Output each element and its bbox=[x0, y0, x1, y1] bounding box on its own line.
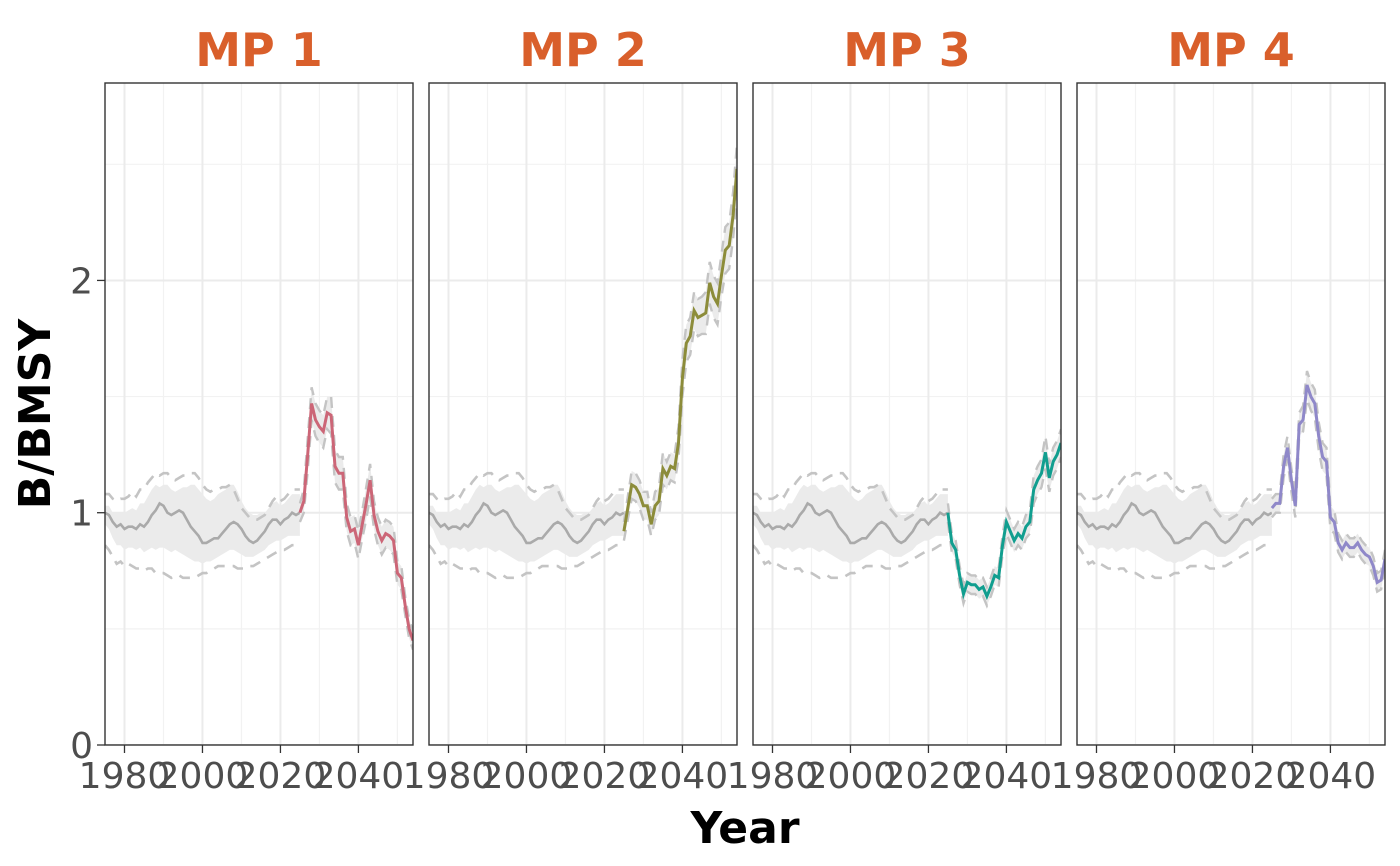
x-tick-label: 2040 bbox=[961, 756, 1053, 797]
historical-upper-bound bbox=[753, 471, 948, 521]
x-tick-label: 2020 bbox=[883, 756, 975, 797]
panel-title: MP 2 bbox=[519, 23, 647, 77]
historical-band bbox=[105, 484, 300, 564]
y-tick-label: 2 bbox=[70, 261, 93, 302]
x-tick-label: 1980 bbox=[727, 756, 819, 797]
panel-border bbox=[104, 82, 414, 746]
panel-background bbox=[105, 83, 413, 745]
projection-lower-bound bbox=[298, 419, 413, 651]
historical-lower-bound bbox=[753, 543, 948, 580]
historical-upper-bound bbox=[1077, 471, 1272, 521]
historical-median-line bbox=[753, 501, 949, 545]
historical-lower-bound bbox=[105, 543, 300, 580]
historical-lower-bound bbox=[429, 543, 624, 580]
x-tick-label: 2040 bbox=[637, 756, 729, 797]
historical-upper-bound bbox=[429, 471, 624, 521]
x-axis-title: Year bbox=[689, 803, 799, 854]
plot-area bbox=[429, 83, 737, 745]
panel-background bbox=[753, 83, 1061, 745]
x-tick-label: 1980 bbox=[1051, 756, 1143, 797]
panel-title: MP 1 bbox=[195, 23, 323, 77]
y-axis-title: B/BMSY bbox=[10, 318, 61, 510]
panel-border bbox=[428, 82, 738, 746]
plot-area bbox=[105, 83, 413, 745]
projection-upper-bound bbox=[946, 428, 1061, 591]
x-tick-label: 2020 bbox=[559, 756, 651, 797]
historical-median-line bbox=[429, 501, 625, 545]
plot-area bbox=[753, 83, 1061, 745]
x-tick-label: 1980 bbox=[403, 756, 495, 797]
projection-median-line bbox=[1270, 384, 1385, 585]
y-tick-label: 1 bbox=[70, 494, 93, 535]
projection-upper-bound bbox=[298, 387, 413, 632]
projection-median-line bbox=[946, 442, 1061, 601]
panel-title: MP 3 bbox=[843, 23, 971, 77]
historical-band bbox=[1077, 484, 1272, 564]
projection-median-line bbox=[622, 168, 737, 532]
panel-background bbox=[429, 83, 737, 745]
plot-area bbox=[1077, 83, 1385, 745]
projection-lower-bound bbox=[946, 456, 1061, 609]
x-tick-label: 1980 bbox=[79, 756, 171, 797]
panel-background bbox=[1077, 83, 1385, 745]
x-tick-label: 2040 bbox=[313, 756, 405, 797]
historical-median-line bbox=[105, 501, 301, 545]
panel-border bbox=[752, 82, 1062, 746]
x-tick-label: 2000 bbox=[157, 756, 249, 797]
historical-median-line bbox=[1077, 501, 1273, 545]
x-tick-label: 2000 bbox=[481, 756, 573, 797]
x-tick-label: 2040 bbox=[1285, 756, 1377, 797]
x-tick-label: 2020 bbox=[1207, 756, 1299, 797]
panel-border bbox=[1076, 82, 1386, 746]
historical-band bbox=[753, 484, 948, 564]
historical-upper-bound bbox=[105, 471, 300, 521]
projection-median-line bbox=[298, 403, 413, 641]
historical-lower-bound bbox=[1077, 543, 1272, 580]
y-tick-label: 0 bbox=[70, 726, 93, 767]
x-tick-label: 2000 bbox=[805, 756, 897, 797]
x-tick-label: 2020 bbox=[235, 756, 327, 797]
x-tick-label: 2000 bbox=[1129, 756, 1221, 797]
panel-title: MP 4 bbox=[1167, 23, 1295, 77]
historical-band bbox=[429, 484, 624, 564]
